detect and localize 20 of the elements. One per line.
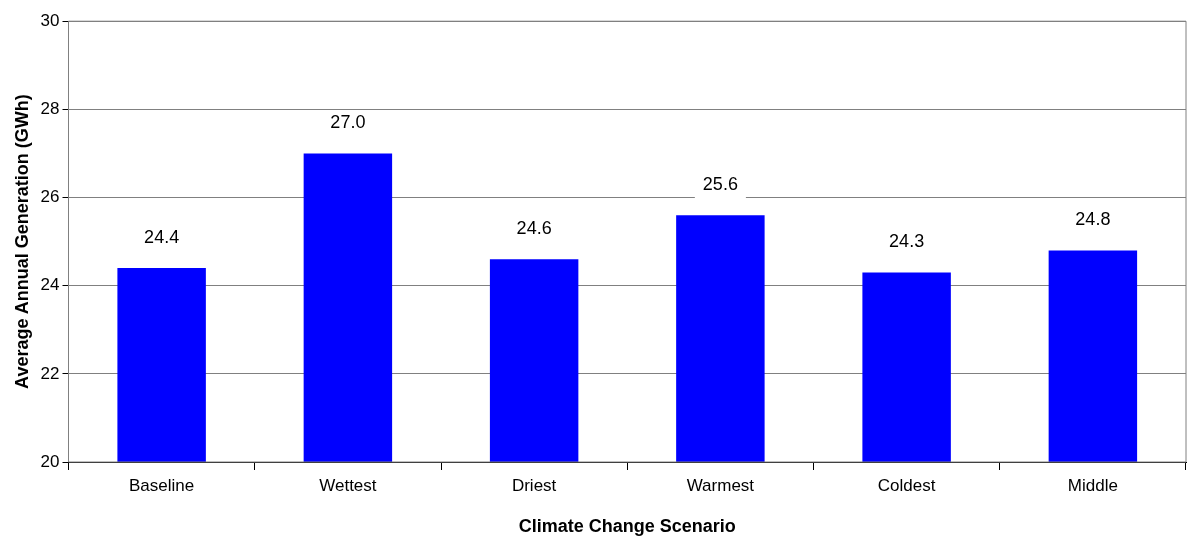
data-label: 24.8 (1075, 209, 1111, 230)
y-axis-title: Average Annual Generation (GWh) (11, 94, 32, 389)
data-label: 27.0 (330, 112, 366, 133)
x-tick-label: Warmest (686, 475, 755, 495)
x-tick-label: Driest (511, 475, 557, 495)
x-tick-label: Coldest (877, 475, 936, 495)
y-tick-label: 24 (40, 275, 60, 295)
y-tick-label: 22 (40, 363, 60, 383)
x-tick-label: Middle (1067, 475, 1118, 495)
x-axis-title: Climate Change Scenario (518, 516, 736, 537)
data-label: 24.4 (144, 227, 180, 248)
data-label: 24.3 (889, 231, 925, 252)
data-label: 24.6 (516, 218, 552, 239)
x-tick-label: Wettest (319, 475, 377, 495)
y-tick-label: 26 (40, 187, 60, 207)
y-tick-label: 30 (40, 10, 60, 30)
data-label: 25.6 (702, 174, 738, 195)
y-tick-label: 28 (40, 99, 60, 119)
y-tick-label: 20 (40, 451, 60, 471)
x-tick-label: Baseline (129, 475, 195, 495)
